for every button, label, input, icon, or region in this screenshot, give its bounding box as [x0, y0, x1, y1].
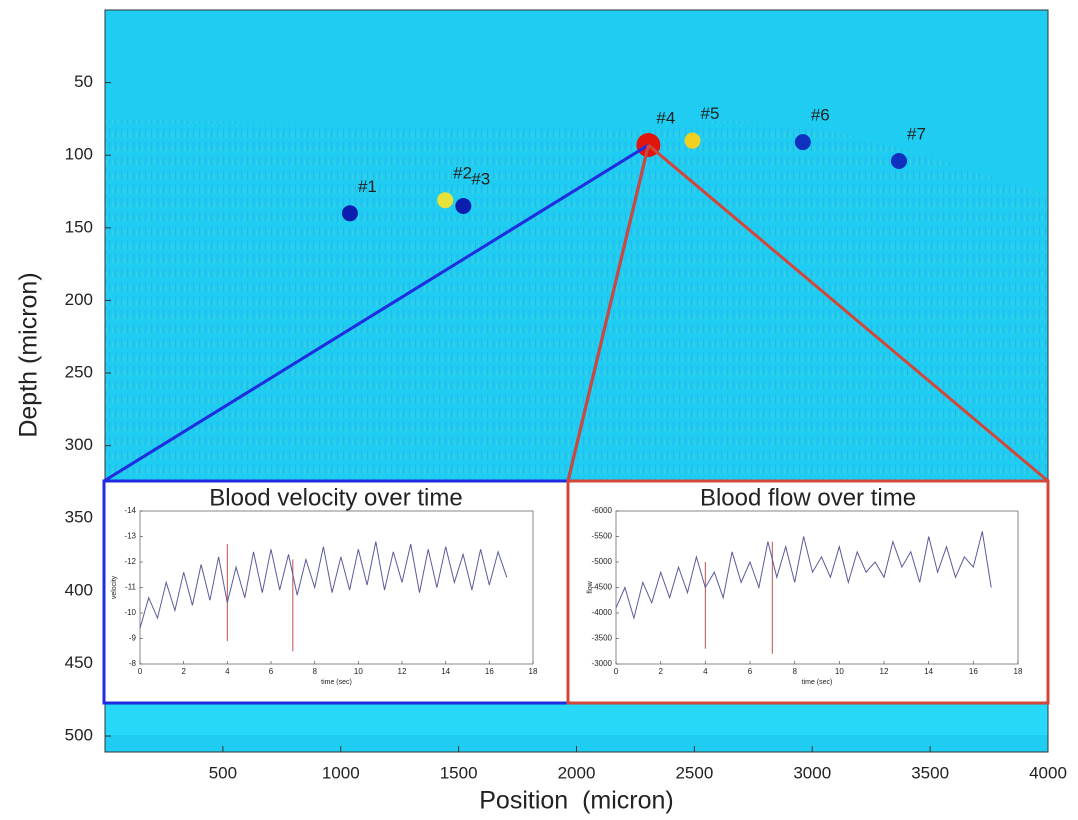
x-tick-label: 10 — [354, 667, 363, 676]
lower-band — [105, 705, 1048, 735]
x-tick-label: 14 — [441, 667, 450, 676]
y-tick-label: -14 — [124, 506, 136, 515]
x-tick-label: 0 — [138, 667, 143, 676]
x-tick-label: 12 — [398, 667, 407, 676]
tissue-region — [105, 120, 1048, 480]
y-tick-label: 450 — [65, 653, 93, 672]
x-tick-label: 4 — [703, 667, 708, 676]
x-tick-label: 16 — [485, 667, 494, 676]
y-tick-label: 500 — [65, 726, 93, 745]
vessel — [891, 153, 908, 170]
x-tick-label: 500 — [209, 763, 237, 782]
line-series — [139, 541, 508, 629]
x-axis-label: time (sec) — [802, 679, 833, 686]
x-tick-label: 4 — [225, 667, 230, 676]
vessel-label: #4 — [656, 109, 675, 128]
y-tick-label: -6000 — [592, 506, 613, 515]
y-tick-label: 100 — [65, 145, 93, 164]
inset-axes — [615, 510, 1019, 665]
x-tick-label: 8 — [792, 667, 797, 676]
inset-axes — [139, 510, 534, 665]
x-tick-label: 8 — [312, 667, 317, 676]
x-axis-label: time (sec) — [321, 679, 352, 686]
x-tick-label: 6 — [269, 667, 274, 676]
y-tick-label: -13 — [124, 532, 136, 541]
connector — [647, 143, 1049, 483]
x-tick-label: 10 — [835, 667, 844, 676]
x-tick-label: 2 — [658, 667, 663, 676]
vessel — [455, 198, 472, 215]
x-tick-label: 14 — [924, 667, 933, 676]
inset-title: Blood flow over time — [700, 484, 916, 511]
x-tick-label: 2500 — [675, 763, 713, 782]
y-axis-label: velocity — [111, 575, 118, 599]
x-tick-label: 18 — [1014, 667, 1023, 676]
x-tick-label: 1000 — [322, 763, 360, 782]
y-axis-label: flow — [587, 580, 594, 593]
x-tick-label: 6 — [748, 667, 753, 676]
y-tick-label: 200 — [65, 290, 93, 309]
vessel-label: #5 — [700, 104, 719, 123]
x-tick-label: 0 — [614, 667, 619, 676]
x-axis-label: Position (micron) — [479, 787, 674, 815]
y-axis-label: Depth (micron) — [15, 272, 43, 437]
y-tick-label: -3000 — [592, 659, 613, 668]
y-tick-label: 350 — [65, 508, 93, 527]
vessel-label: #7 — [907, 124, 926, 143]
vessel-label: #3 — [471, 170, 490, 189]
x-tick-label: 1500 — [440, 763, 478, 782]
vessel — [437, 192, 454, 209]
x-tick-label: 16 — [969, 667, 978, 676]
y-tick-label: -12 — [124, 557, 136, 566]
y-tick-label: 300 — [65, 435, 93, 454]
y-tick-label: 50 — [74, 72, 93, 91]
y-tick-label: 400 — [65, 580, 93, 599]
x-tick-label: 2 — [181, 667, 186, 676]
y-tick-label: -5000 — [592, 557, 613, 566]
y-tick-label: 250 — [65, 362, 93, 381]
inset-title: Blood velocity over time — [209, 484, 462, 511]
y-tick-label: -8 — [129, 659, 137, 668]
vessel — [794, 134, 811, 151]
y-tick-label: -5500 — [592, 532, 613, 541]
line-series — [615, 531, 992, 621]
y-tick-label: -4000 — [592, 608, 613, 617]
x-tick-label: 4000 — [1029, 763, 1067, 782]
y-tick-label: -4500 — [592, 583, 613, 592]
connector — [566, 144, 650, 482]
y-tick-label: -10 — [124, 608, 136, 617]
x-tick-label: 3500 — [911, 763, 949, 782]
x-tick-label: 3000 — [793, 763, 831, 782]
vessel — [684, 132, 701, 149]
y-tick-label: -11 — [125, 583, 137, 592]
vessel-label: #6 — [811, 106, 830, 125]
connector — [103, 143, 650, 483]
x-tick-label: 12 — [880, 667, 889, 676]
y-tick-label: 150 — [65, 217, 93, 236]
y-tick-label: -3500 — [592, 634, 613, 643]
y-tick-label: -9 — [129, 634, 137, 643]
x-tick-label: 18 — [529, 667, 538, 676]
vessel — [341, 205, 358, 222]
plot-frame — [104, 9, 1049, 753]
x-tick-label: 2000 — [558, 763, 596, 782]
vessel-label: #1 — [358, 177, 377, 196]
vessel-label: #2 — [453, 164, 472, 183]
